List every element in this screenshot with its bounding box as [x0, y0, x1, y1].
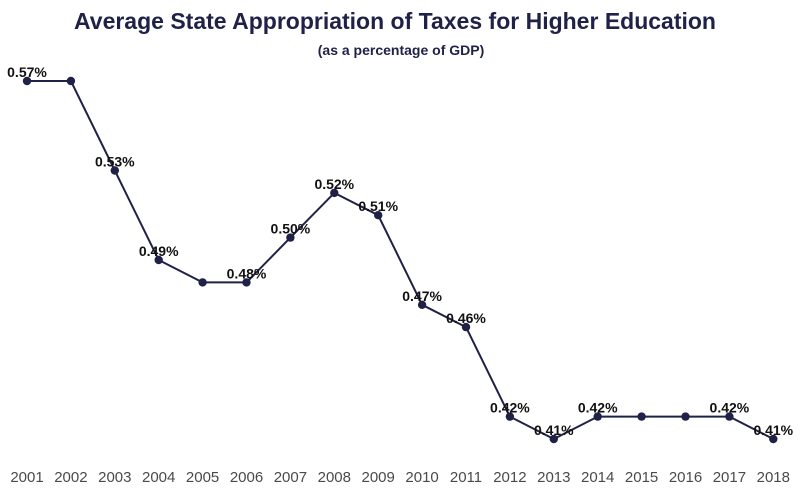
x-tick-label-2003: 2003: [98, 469, 131, 486]
data-point-2008: [330, 188, 339, 198]
data-point-2012: [505, 412, 515, 421]
data-labels-group: 0.57% 0.53% 0.49% 0.48% 0.50% 0.52%0.51% 0.47%…: [7, 64, 794, 438]
series-line: [27, 80, 774, 440]
x-tick-label-2002: 2002: [54, 469, 87, 486]
data-label-2017: 0.42%: [710, 400, 750, 416]
data-point-2017: [725, 412, 734, 421]
data-point-2003: [110, 166, 120, 175]
data-point-2010: [417, 300, 427, 309]
data-point-2016: [681, 412, 690, 421]
x-tick-label-2006: 2006: [230, 469, 263, 486]
data-label-2011: 0.46%: [446, 310, 486, 326]
data-point-2006: [242, 278, 251, 287]
data-point-2013: [549, 434, 558, 444]
data-points-group: [22, 76, 778, 444]
data-label-2006: 0.48%: [227, 265, 267, 281]
data-point-2011: [461, 322, 471, 332]
x-tick-label-2010: 2010: [405, 469, 438, 486]
data-label-2009: 0.51%: [358, 198, 398, 214]
x-tick-label-2007: 2007: [274, 469, 307, 486]
data-point-2002: [66, 76, 76, 86]
x-tick-label-2015: 2015: [625, 469, 658, 486]
x-tick-label-2014: 2014: [581, 469, 614, 486]
x-tick-label-2012: 2012: [493, 469, 526, 486]
x-tick-label-2016: 2016: [669, 469, 702, 486]
data-label-2007: 0.50%: [271, 221, 311, 237]
data-point-2005: [198, 278, 207, 287]
chart-subtitle: (as a percentage of GDP): [317, 42, 485, 58]
data-point-2014: [593, 412, 602, 421]
series-line-group: [27, 80, 774, 440]
x-tick-label-2011: 2011: [450, 469, 482, 486]
x-tick-label-2001: 2001: [10, 469, 43, 486]
data-label-2013: 0.41%: [534, 422, 574, 438]
data-point-2015: [637, 412, 646, 421]
x-axis-tick-labels: 2001 2002 2003 2004 2005 2006 2007 2008 2009 2010…: [10, 469, 790, 486]
data-label-2008: 0.52%: [314, 176, 354, 192]
data-point-2009: [374, 211, 383, 220]
chart-title: Average State Appropriation of Taxes for…: [74, 8, 716, 34]
data-point-2007: [286, 233, 295, 242]
data-label-2014: 0.42%: [578, 400, 618, 416]
data-label-2012: 0.42%: [490, 400, 530, 416]
data-label-2003: 0.53%: [95, 154, 135, 170]
x-tick-label-2005: 2005: [186, 469, 219, 486]
data-label-2010: 0.47%: [402, 288, 442, 304]
data-point-2018: [769, 434, 778, 444]
data-point-2004: [154, 255, 163, 265]
data-label-2004: 0.49%: [139, 243, 179, 259]
x-tick-label-2004: 2004: [142, 469, 175, 486]
data-point-2001: [22, 76, 32, 86]
x-tick-label-2018: 2018: [757, 469, 790, 486]
data-label-2001: 0.57%: [7, 64, 47, 80]
x-tick-label-2009: 2009: [362, 469, 395, 486]
data-label-2018: 0.41%: [753, 422, 793, 438]
x-tick-label-2008: 2008: [318, 469, 351, 486]
x-tick-label-2013: 2013: [537, 469, 570, 486]
x-tick-label-2017: 2017: [713, 469, 746, 486]
